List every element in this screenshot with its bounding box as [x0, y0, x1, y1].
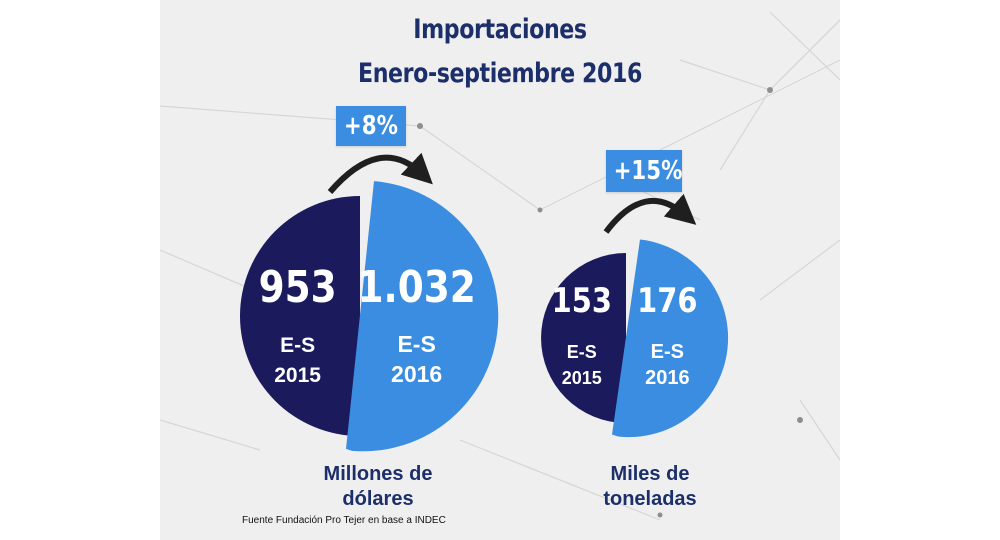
period-label-1-2015-2: 2015 — [274, 364, 321, 387]
period-label-2-2016-2: 2016 — [645, 367, 690, 389]
growth-arrow-2 — [603, 193, 697, 234]
pie-slice-2-2016 — [612, 239, 729, 438]
pie-slice-1-2016 — [346, 181, 499, 452]
source-note: Fuente Fundación Pro Tejer en base a IND… — [242, 515, 446, 526]
period-label-2-2015-1: E-S — [567, 342, 597, 362]
pie-slice-2-2015 — [541, 253, 626, 423]
infographic-canvas: Importaciones Enero-septiembre 2016 953 1… — [160, 0, 840, 540]
change-badge-2: +15% — [606, 150, 682, 192]
value-label-2-2015: 153 — [552, 282, 612, 321]
value-label-1-2015: 953 — [259, 261, 337, 313]
pie-slice-1-2015 — [240, 196, 360, 436]
chart-title: Importaciones — [413, 14, 587, 45]
period-label-2-2016-1: E-S — [651, 341, 684, 363]
unit-label-2: Miles de toneladas — [603, 463, 697, 510]
growth-arrow-1 — [327, 152, 433, 194]
period-label-2-2015-2: 2015 — [562, 368, 602, 388]
period-label-1-2016-2: 2016 — [391, 361, 442, 387]
value-label-1-2016: 1.032 — [357, 261, 475, 313]
chart-subtitle: Enero-septiembre 2016 — [357, 58, 643, 89]
pie-charts: 953 1.032 E-S 2015 E-S 2016 153 176 E-S 2015 E-S 20… — [240, 152, 729, 452]
period-label-1-2016-1: E-S — [397, 331, 435, 357]
period-label-1-2015-1: E-S — [280, 334, 315, 357]
value-label-2-2016: 176 — [637, 282, 697, 321]
change-badge-1: +8% — [336, 106, 406, 146]
unit-label-1: Millones de dólares — [323, 463, 433, 510]
